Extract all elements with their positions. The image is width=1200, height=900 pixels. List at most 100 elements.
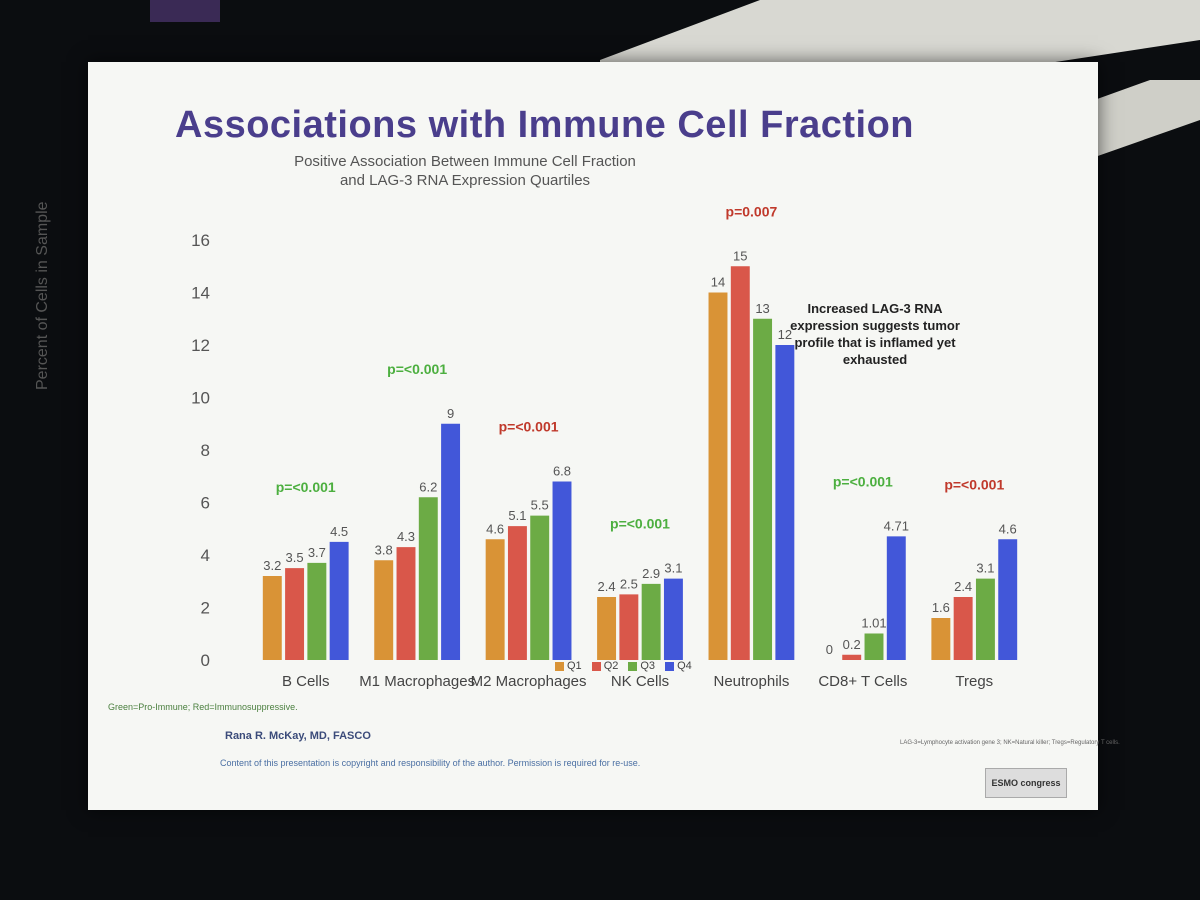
data-label: 3.5 [286, 550, 304, 565]
data-label: 4.6 [999, 521, 1017, 536]
p-value-label: p=<0.001 [499, 419, 559, 435]
p-value-label: p=<0.001 [833, 473, 893, 489]
category-label: NK Cells [611, 673, 669, 690]
legend-item-q1: Q1 [555, 660, 582, 672]
bar-q1 [374, 560, 394, 660]
bar-q2 [507, 526, 527, 660]
data-label: 4.5 [330, 524, 348, 539]
data-label: 3.7 [308, 545, 326, 560]
legend-swatch-q3 [628, 661, 638, 671]
bar-q3 [641, 583, 661, 660]
color-footnote: Green=Pro-Immune; Red=Immunosuppressive. [108, 702, 298, 712]
projection-screen [88, 62, 1098, 810]
legend-label-q4: Q4 [677, 660, 692, 672]
author-name: Rana R. McKay, MD, FASCO [225, 730, 371, 742]
legend-label-q2: Q2 [603, 660, 619, 672]
y-tick-label: 12 [191, 336, 210, 355]
bar-q4 [775, 345, 795, 660]
category-label: M1 Macrophages [359, 673, 475, 690]
category-label: M2 Macrophages [471, 673, 587, 690]
bar-q2 [396, 547, 416, 660]
side-note: Increased LAG-3 RNA expression suggests … [780, 300, 970, 368]
bar-q3 [753, 318, 773, 660]
p-value-label: p=<0.001 [387, 361, 447, 377]
bar-q3 [418, 497, 438, 660]
bar-q3 [307, 562, 327, 660]
bar-q1 [931, 618, 951, 660]
p-value-label: p=<0.001 [610, 516, 670, 532]
subtitle-line-1: Positive Association Between Immune Cell… [294, 153, 636, 170]
bar-q2 [619, 594, 639, 660]
bar-q4 [552, 481, 572, 660]
y-tick-label: 16 [191, 231, 210, 250]
bar-q4 [886, 536, 906, 660]
bar-q1 [485, 539, 505, 660]
bar-q2 [285, 568, 305, 660]
legend-swatch-q1 [555, 661, 564, 671]
data-label: 4.6 [486, 521, 504, 536]
data-label: 9 [447, 406, 454, 421]
bar-q1 [262, 576, 282, 660]
y-tick-label: 2 [201, 599, 210, 618]
y-axis-label: Percent of Cells in Sample [34, 201, 51, 390]
data-label: 4.71 [884, 518, 909, 533]
bar-q3 [530, 515, 550, 660]
legend-item-q4: Q4 [665, 660, 692, 672]
data-label: 2.4 [598, 579, 616, 594]
data-label: 0 [826, 642, 833, 657]
data-label: 3.1 [664, 561, 682, 576]
data-label: 1.6 [932, 600, 950, 615]
bar-q2 [953, 597, 973, 660]
top-left-light [150, 0, 220, 22]
y-tick-label: 0 [201, 651, 210, 670]
data-label: 1.01 [861, 615, 886, 630]
copyright-note: Content of this presentation is copyrigh… [220, 758, 641, 768]
data-label: 3.2 [263, 558, 281, 573]
data-label: 0.2 [843, 637, 861, 652]
bar-q3 [975, 578, 995, 660]
slide-title: Associations with Immune Cell Fraction [175, 104, 915, 146]
chart-legend: Q1 Q2 Q3 Q4 [555, 660, 692, 672]
category-label: Tregs [955, 673, 993, 690]
bar-q4 [329, 541, 349, 660]
data-label: 5.5 [531, 498, 549, 513]
legend-swatch-q2 [591, 661, 601, 671]
y-tick-label: 14 [191, 284, 210, 303]
y-tick-label: 8 [201, 441, 210, 460]
data-label: 2.4 [954, 579, 972, 594]
bar-q2 [842, 654, 862, 660]
y-tick-label: 4 [201, 546, 210, 565]
data-label: 2.5 [620, 576, 638, 591]
data-label: 6.8 [553, 464, 571, 479]
subtitle-line-2: and LAG-3 RNA Expression Quartiles [339, 172, 591, 189]
chart-subtitle: Positive Association Between Immune Cell… [250, 152, 680, 190]
p-value-label: p=<0.001 [276, 479, 336, 495]
data-label: 5.1 [508, 508, 526, 523]
side-note-line-2: expression suggests tumor [790, 318, 960, 333]
p-value-label: p=<0.001 [944, 476, 1004, 492]
bar-q4 [441, 423, 461, 660]
bar-q3 [864, 633, 884, 660]
side-note-line-4: exhausted [842, 352, 908, 367]
legend-label-q1: Q1 [567, 660, 582, 672]
data-label: 2.9 [642, 566, 660, 581]
data-label: 15 [733, 248, 747, 263]
data-label: 3.8 [375, 542, 393, 557]
bar-q4 [663, 578, 683, 660]
y-tick-label: 6 [201, 494, 210, 513]
legend-label-q3: Q3 [640, 660, 656, 672]
bar-q2 [730, 266, 750, 660]
bar-q4 [998, 539, 1018, 660]
data-label: 6.2 [419, 479, 437, 494]
legend-item-q2: Q2 [591, 660, 619, 672]
category-label: B Cells [282, 673, 330, 690]
legend-item-q3: Q3 [628, 660, 655, 672]
data-label: 13 [755, 301, 769, 316]
side-note-line-3: profile that is inflamed yet [794, 335, 956, 350]
side-note-line-1: Increased LAG-3 RNA [807, 301, 943, 316]
legend-swatch-q4 [665, 661, 675, 671]
bar-q1 [597, 597, 617, 660]
data-label: 4.3 [397, 529, 415, 544]
abbreviation-note: LAG-3=Lymphocyte activation gene 3; NK=N… [900, 740, 1120, 746]
